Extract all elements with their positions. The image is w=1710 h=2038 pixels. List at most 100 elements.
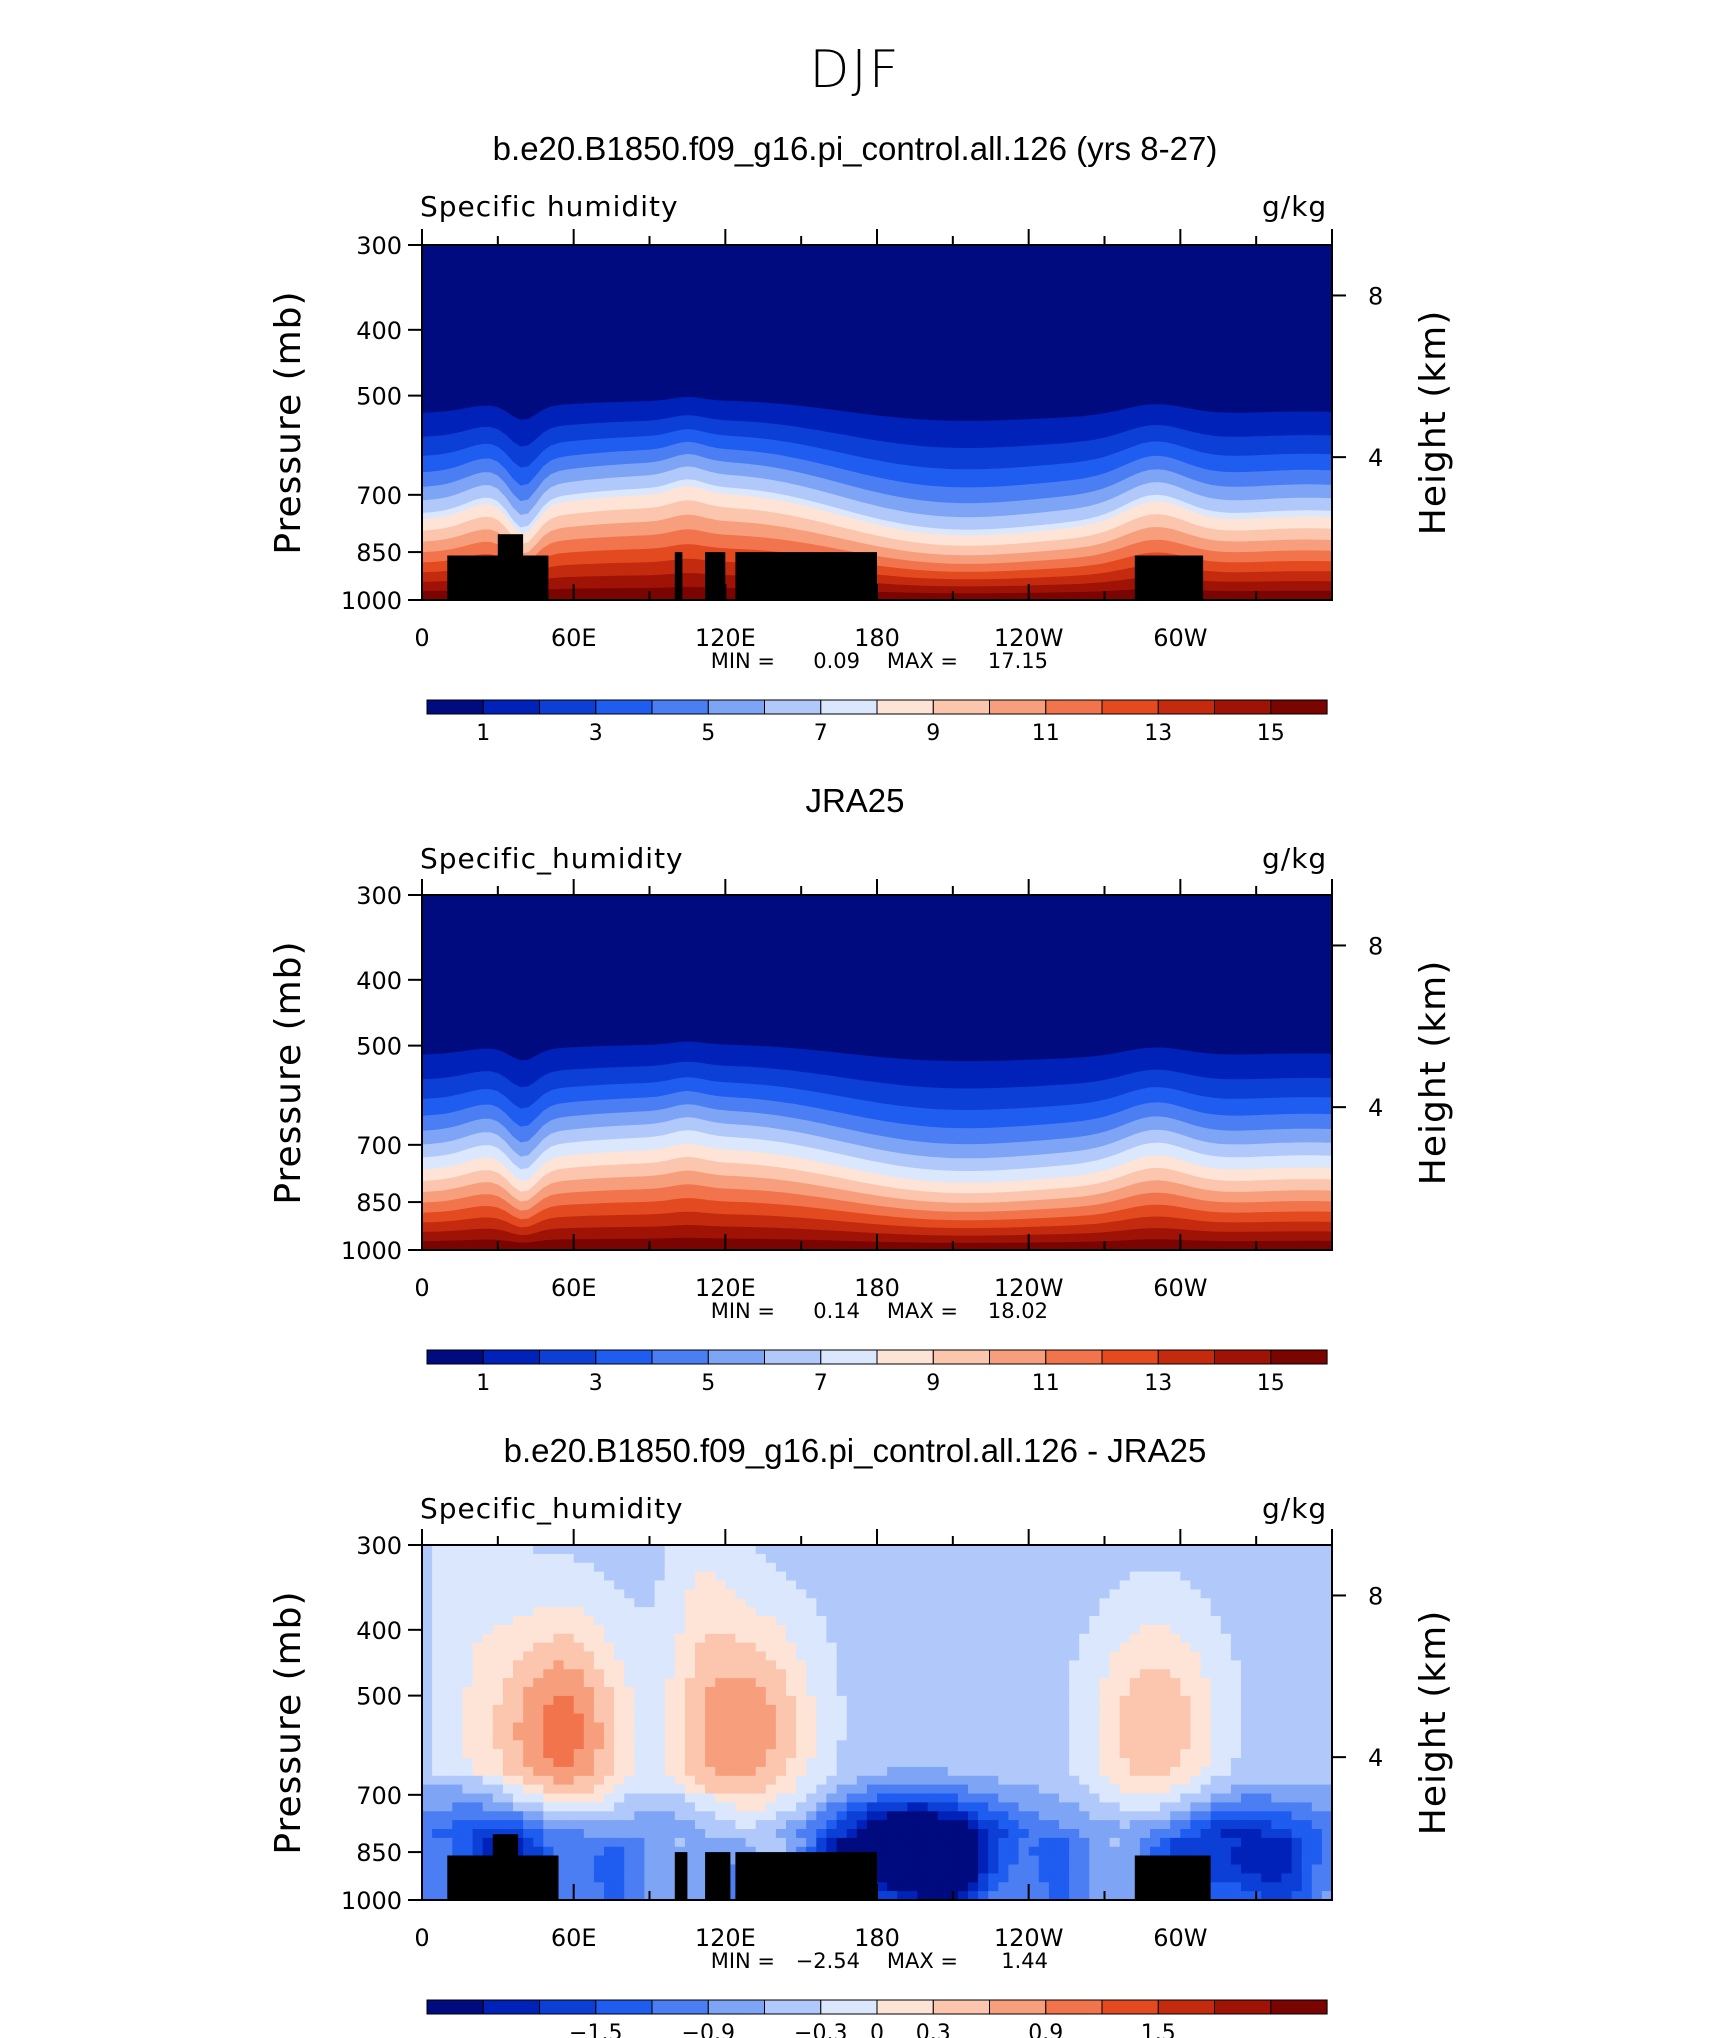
contour-cell [866,1793,878,1803]
contour-cell [1069,1864,1080,1874]
contour-cell [968,1758,979,1768]
contour-cell [432,1580,443,1590]
contour-cell [796,1766,807,1777]
contour-cell [937,1722,949,1732]
contour-cell [523,1837,534,1848]
contour-cell [786,1713,797,1724]
y-axis-title: Pressure (mb) [268,940,309,1204]
contour-cell [1210,1687,1222,1697]
contour-cell [806,1704,817,1715]
contour-cell [523,1749,534,1759]
contour-cell [573,1589,585,1599]
contour-cell [705,1749,716,1759]
contour-cell [654,1678,666,1688]
contour-cell [1028,1642,1040,1653]
contour-cell [523,1642,534,1653]
contour-cell [856,1669,868,1679]
contour-cell [684,1589,696,1599]
contour-cell [806,1562,817,1573]
contour-cell [432,1891,443,1901]
contour-cell [624,1820,635,1830]
contour-cell [1038,1589,1050,1599]
contour-cell [684,1642,696,1653]
contour-cell [917,1633,929,1644]
contour-cell [1301,1624,1313,1635]
contour-cell [1008,1766,1020,1777]
contour-cell [604,1766,615,1777]
contour-cell [442,1545,453,1555]
contour-cell [1301,1766,1313,1777]
contour-cell [563,1607,575,1617]
contour-cell [765,1633,777,1644]
contour-cell [422,1793,433,1803]
contour-cell [816,1722,827,1732]
contour-cell [573,1704,585,1715]
contour-cell [452,1766,463,1777]
contour-cell [1261,1846,1272,1857]
contour-cell [432,1704,443,1715]
colorbar-box [1045,1349,1103,1365]
contour-cell [1321,1873,1333,1883]
contour-cell [968,1704,979,1715]
contour-cell [1291,1660,1303,1670]
contour-cell [553,1864,565,1874]
contour-cell [1018,1678,1030,1688]
contour-cell [1028,1802,1040,1812]
contour-cell [1261,1740,1272,1750]
contour-cell [1059,1633,1070,1644]
contour-cell [1200,1607,1212,1617]
contour-cell [927,1660,939,1670]
contour-cell [1079,1811,1090,1821]
contour-cell [1028,1855,1040,1866]
contour-cell [917,1891,929,1901]
contour-cell [1048,1775,1060,1786]
contour-cell [482,1553,494,1564]
contour-cell [563,1553,575,1564]
contour-cell [1210,1633,1222,1644]
contour-cell [472,1607,484,1617]
contour-cell [1291,1713,1303,1724]
topography-mask [1134,1855,1211,1900]
contour-cell [1008,1811,1020,1821]
contour-cell [674,1571,686,1582]
contour-cell [1271,1545,1282,1555]
contour-cell [482,1607,494,1617]
contour-cell [775,1784,787,1795]
contour-cell [816,1695,827,1706]
contour-cell [695,1731,706,1741]
contour-cell [1200,1545,1212,1555]
contour-cell [856,1775,868,1786]
contour-cell [563,1580,575,1590]
contour-cell [856,1607,868,1617]
contour-cell [887,1642,898,1653]
contour-cell [684,1873,696,1883]
contour-cell [684,1616,696,1626]
contour-cell [604,1642,615,1653]
contour-cell [502,1624,514,1635]
contour-cell [826,1704,838,1715]
contour-cell [735,1775,747,1786]
contour-cell [553,1802,565,1812]
contour-cell [654,1616,666,1626]
contour-cell [978,1811,989,1821]
contour-cell [705,1731,716,1741]
contour-cell [866,1802,878,1812]
contour-cell [988,1713,999,1724]
contour-cell [988,1731,999,1741]
contour-cell [715,1669,726,1679]
contour-cell [1119,1811,1131,1821]
contour-cell [1160,1616,1171,1626]
contour-cell [1008,1660,1020,1670]
contour-cell [644,1669,656,1679]
contour-cell [1190,1553,1202,1564]
contour-cell [866,1695,878,1706]
contour-cell [826,1837,838,1848]
contour-cell [725,1731,736,1741]
contour-cell [715,1766,726,1777]
contour-cell [604,1855,615,1866]
contour-cell [897,1873,908,1883]
contour-cell [644,1846,656,1857]
contour-cell [1210,1678,1222,1688]
contour-cell [725,1580,736,1590]
contour-cell [1048,1553,1060,1564]
